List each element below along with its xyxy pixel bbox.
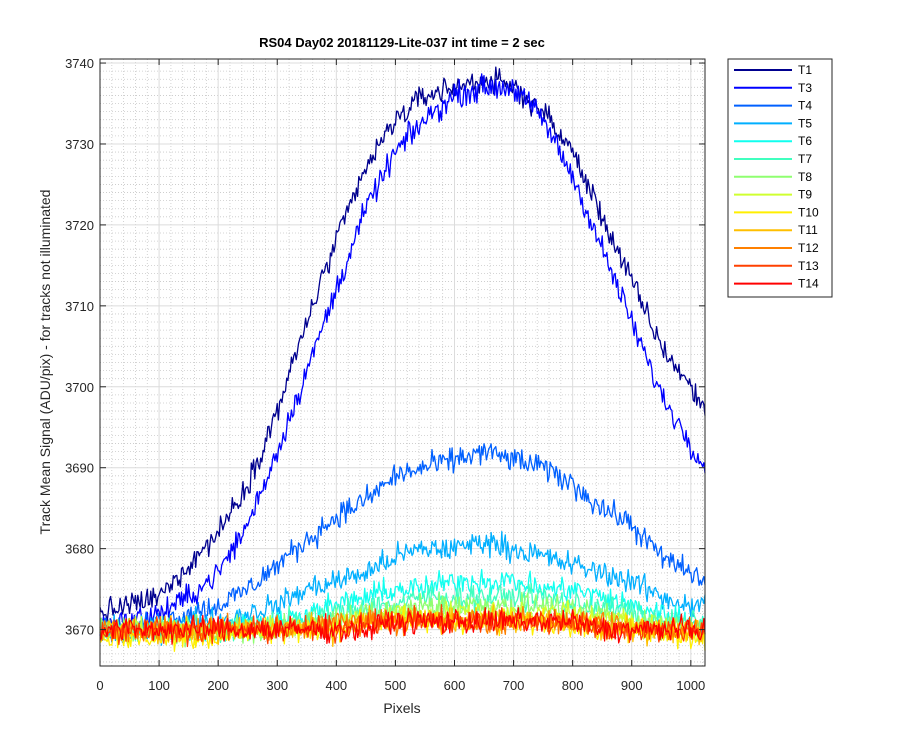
legend-label-t10: T10 xyxy=(798,205,819,219)
x-tick-label: 700 xyxy=(503,678,525,693)
legend-items: T1 T3 T4 T5 T6 T7 T8 T9 T10 T11 T12 T13 T14 xyxy=(734,63,819,291)
x-tick-label: 600 xyxy=(444,678,466,693)
legend-label-t1: T1 xyxy=(798,63,812,77)
x-tick-label: 300 xyxy=(266,678,288,693)
x-tick-labels: 0 100 200 300 400 500 600 700 800 900 1000 xyxy=(96,678,705,693)
y-tick-label: 3680 xyxy=(65,542,94,557)
legend-label-t3: T3 xyxy=(798,81,812,95)
y-axis-label: Track Mean Signal (ADU/pix) - for tracks… xyxy=(37,190,53,535)
legend-label-t7: T7 xyxy=(798,152,812,166)
x-tick-label: 200 xyxy=(207,678,229,693)
legend-label-t6: T6 xyxy=(798,134,812,148)
y-tick-labels: 3670 3680 3690 3700 3710 3720 3730 3740 xyxy=(65,56,94,638)
y-tick-label: 3690 xyxy=(65,461,94,476)
y-tick-label: 3700 xyxy=(65,380,94,395)
y-tick-label: 3720 xyxy=(65,218,94,233)
legend-label-t13: T13 xyxy=(798,259,819,273)
plot-frame xyxy=(99,58,706,667)
legend-label-t11: T11 xyxy=(798,223,818,237)
x-tick-label: 500 xyxy=(385,678,407,693)
series-line-t14 xyxy=(99,607,706,645)
series-line-t1 xyxy=(99,66,706,623)
legend-label-t12: T12 xyxy=(798,241,819,255)
legend: T1 T3 T4 T5 T6 T7 T8 T9 T10 T11 T12 T13 T14 xyxy=(727,58,833,298)
x-tick-label: 1000 xyxy=(676,678,705,693)
x-tick-label: 900 xyxy=(621,678,643,693)
legend-label-t5: T5 xyxy=(798,116,812,130)
x-tick-label: 100 xyxy=(148,678,170,693)
x-axis-label: Pixels xyxy=(383,700,420,716)
chart-title: RS04 Day02 20181129-Lite-037 int time = … xyxy=(259,35,545,50)
legend-label-t4: T4 xyxy=(798,99,812,113)
y-tick-label: 3730 xyxy=(65,137,94,152)
axis-ticks xyxy=(99,59,705,666)
legend-label-t14: T14 xyxy=(798,277,819,291)
x-tick-label: 800 xyxy=(562,678,584,693)
series-line-t3 xyxy=(99,73,706,637)
minor-grid xyxy=(100,59,705,666)
legend-label-t8: T8 xyxy=(798,170,812,184)
series-line-t4 xyxy=(99,443,706,644)
series-layer xyxy=(99,66,706,652)
legend-box xyxy=(727,58,833,298)
x-tick-label: 400 xyxy=(325,678,347,693)
series-line-t5 xyxy=(99,530,706,646)
y-tick-label: 3670 xyxy=(65,623,94,638)
y-tick-label: 3710 xyxy=(65,299,94,314)
legend-label-t9: T9 xyxy=(798,188,812,202)
y-tick-label: 3740 xyxy=(65,56,94,71)
plot-area xyxy=(99,58,706,667)
x-tick-label: 0 xyxy=(96,678,103,693)
